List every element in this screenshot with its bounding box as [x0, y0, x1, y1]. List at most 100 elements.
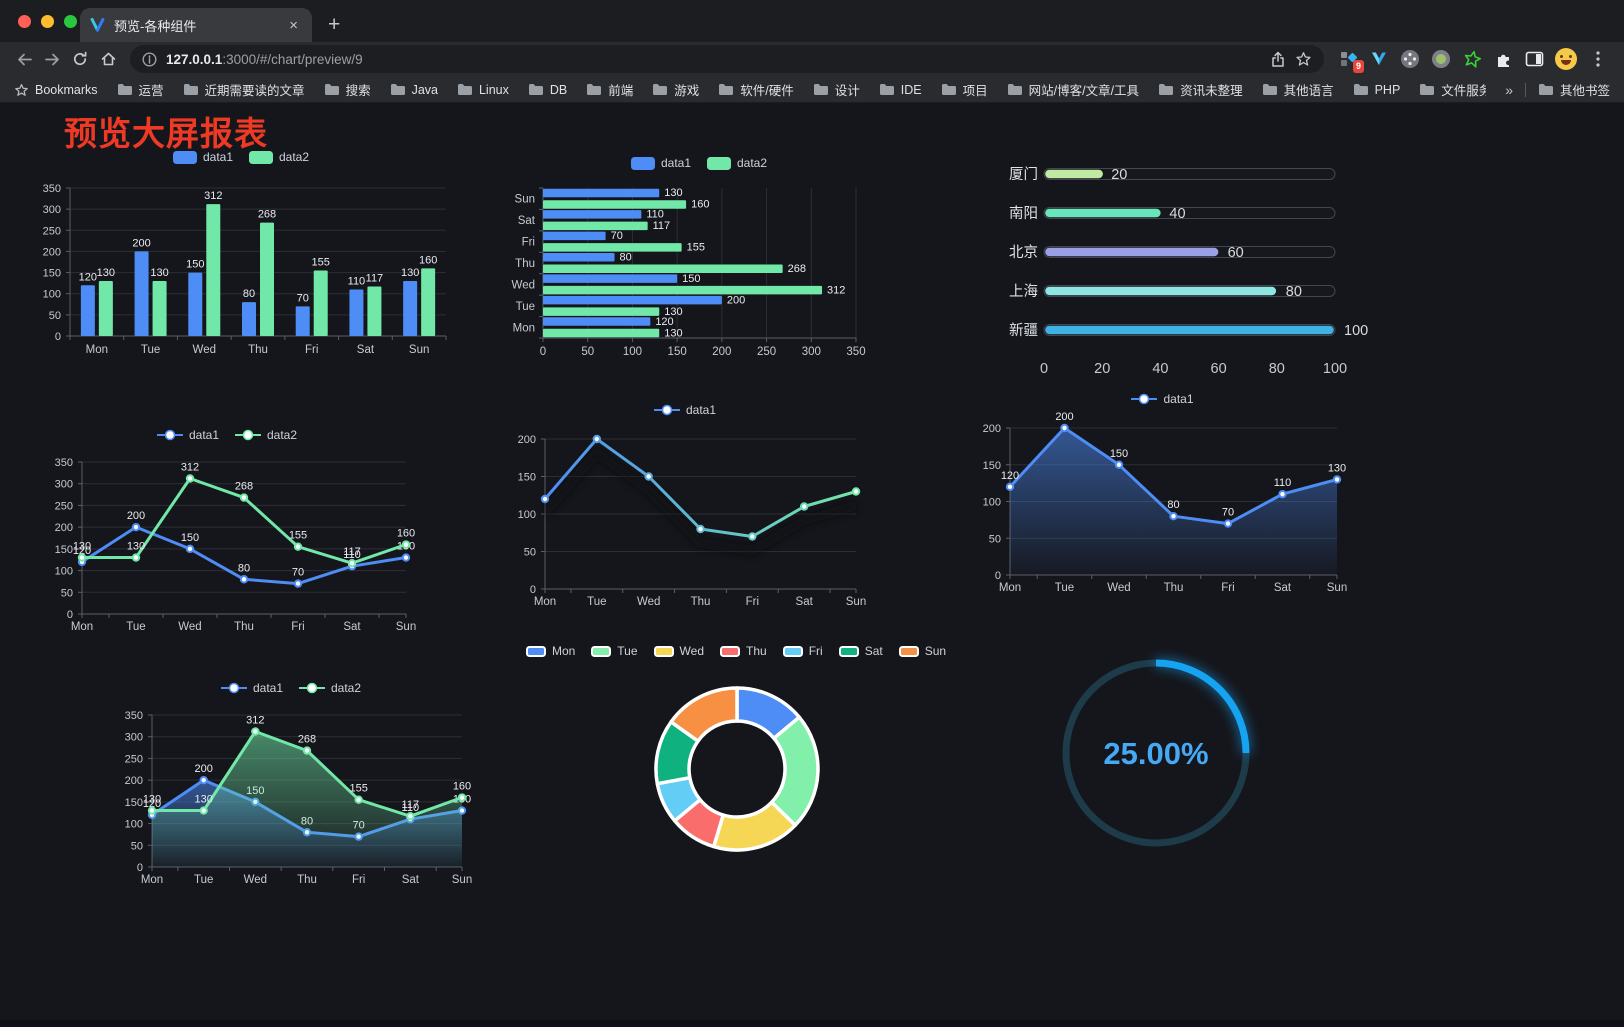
- vue-devtools-icon[interactable]: [1369, 49, 1389, 69]
- folder-icon: [183, 84, 198, 95]
- bookmark-star-icon[interactable]: [1295, 51, 1312, 67]
- svg-text:Fri: Fri: [1221, 582, 1234, 594]
- svg-text:Wed: Wed: [1107, 582, 1130, 594]
- bookmark-folder[interactable]: DB: [528, 83, 567, 97]
- ext-recorder-icon[interactable]: [1431, 49, 1451, 69]
- bookmark-folder[interactable]: 软件/硬件: [718, 80, 794, 99]
- chart-legend: data1 data2: [104, 678, 478, 698]
- legend-item[interactable]: Wed: [653, 644, 704, 658]
- bookmark-folder[interactable]: 项目: [941, 80, 988, 99]
- folder-icon: [1538, 84, 1553, 95]
- window-zoom-button[interactable]: [64, 15, 77, 28]
- svg-text:0: 0: [530, 584, 536, 596]
- svg-text:150: 150: [518, 472, 536, 484]
- legend-item[interactable]: data1: [220, 681, 283, 695]
- ext-star-icon[interactable]: [1462, 49, 1482, 69]
- svg-text:Thu: Thu: [297, 874, 317, 886]
- bookmark-folder[interactable]: 资讯未整理: [1158, 80, 1243, 99]
- folder-icon: [1353, 84, 1368, 95]
- browser-tab[interactable]: 预览-各种组件 ×: [80, 8, 312, 42]
- other-bookmarks[interactable]: 其他书签: [1538, 80, 1610, 99]
- profile-avatar[interactable]: [1555, 48, 1577, 70]
- new-tab-button[interactable]: +: [328, 13, 341, 36]
- url-bar[interactable]: 127.0.0.1:3000/#/chart/preview/9: [130, 45, 1324, 73]
- legend-item[interactable]: data2: [299, 681, 361, 695]
- bookmark-folder[interactable]: Linux: [457, 83, 509, 97]
- legend-item[interactable]: data1: [630, 156, 691, 170]
- reload-button[interactable]: [66, 45, 94, 73]
- svg-text:110: 110: [402, 802, 420, 814]
- extensions-puzzle-icon[interactable]: [1493, 49, 1513, 69]
- legend-item[interactable]: Sat: [838, 644, 883, 658]
- bookmark-folder[interactable]: 前端: [586, 80, 633, 99]
- svg-text:Tue: Tue: [1055, 582, 1074, 594]
- bookmark-folder[interactable]: 搜索: [324, 80, 371, 99]
- bookmark-folder[interactable]: 其他语言: [1262, 80, 1334, 99]
- legend-item[interactable]: data1: [1131, 392, 1194, 406]
- home-button[interactable]: [94, 45, 122, 73]
- svg-text:350: 350: [125, 710, 143, 722]
- window-minimize-button[interactable]: [41, 15, 54, 28]
- legend-item[interactable]: Mon: [525, 644, 575, 658]
- svg-text:80: 80: [243, 288, 255, 300]
- bookmark-folder[interactable]: Java: [390, 83, 438, 97]
- svg-text:100: 100: [125, 819, 143, 831]
- side-panel-icon[interactable]: [1524, 49, 1544, 69]
- svg-text:Mon: Mon: [86, 344, 108, 356]
- bookmarks-overflow-chevron[interactable]: »: [1505, 81, 1513, 98]
- legend-item[interactable]: data1: [172, 150, 233, 164]
- svg-text:312: 312: [827, 284, 845, 296]
- share-icon[interactable]: [1270, 51, 1286, 68]
- legend-item[interactable]: Tue: [591, 644, 638, 658]
- chart-legend: data1: [500, 400, 870, 420]
- legend-item[interactable]: data2: [707, 156, 767, 170]
- tab-close-icon[interactable]: ×: [289, 16, 298, 34]
- legend-item[interactable]: data1: [156, 428, 219, 442]
- svg-text:70: 70: [292, 567, 304, 579]
- legend-item[interactable]: data2: [235, 428, 297, 442]
- ext-grid-icon[interactable]: 9: [1338, 49, 1364, 73]
- bookmark-folder[interactable]: 近期需要读的文章: [183, 80, 305, 99]
- ext-gray-circle-icon[interactable]: [1400, 49, 1420, 69]
- svg-text:117: 117: [402, 799, 420, 811]
- svg-text:Fri: Fri: [291, 621, 304, 633]
- folder-icon: [1007, 84, 1022, 95]
- legend-item[interactable]: data1: [653, 403, 716, 417]
- bookmark-folder[interactable]: 运营: [117, 80, 164, 99]
- svg-text:Sat: Sat: [343, 621, 361, 633]
- svg-text:160: 160: [453, 781, 471, 793]
- progress-bars-chart: 厦门 20 南阳 40 北京 60 上海 80 新疆 100 0 20 40 60 80 100: [993, 155, 1375, 385]
- svg-text:Wed: Wed: [193, 344, 216, 356]
- forward-button[interactable]: [38, 45, 66, 73]
- svg-text:130: 130: [150, 267, 168, 279]
- bookmark-folder[interactable]: 游戏: [652, 80, 699, 99]
- legend-item[interactable]: Sun: [898, 644, 946, 658]
- folder-icon: [879, 84, 894, 95]
- window-close-button[interactable]: [18, 15, 31, 28]
- page-bottom-strip: [0, 1020, 1624, 1027]
- bookmark-folder[interactable]: PHP: [1353, 83, 1400, 97]
- bookmark-folder[interactable]: IDE: [879, 83, 922, 97]
- bookmarks-manager[interactable]: Bookmarks: [14, 83, 98, 97]
- svg-text:312: 312: [246, 715, 264, 727]
- legend-item[interactable]: data2: [249, 150, 309, 164]
- svg-text:Wed: Wed: [512, 279, 535, 291]
- bookmark-folder[interactable]: 文件服务器: [1419, 80, 1486, 99]
- svg-text:130: 130: [1328, 462, 1346, 474]
- legend-item[interactable]: Thu: [720, 644, 767, 658]
- chart-legend: data1 data2: [500, 153, 898, 173]
- svg-text:Tue: Tue: [126, 621, 145, 633]
- menu-kebab-icon[interactable]: [1588, 49, 1608, 69]
- svg-text:70: 70: [611, 230, 623, 242]
- site-info-icon[interactable]: [142, 51, 157, 67]
- traffic-lights: [18, 15, 77, 28]
- svg-text:40: 40: [1152, 361, 1168, 377]
- back-button[interactable]: [10, 45, 38, 73]
- svg-text:312: 312: [181, 462, 199, 474]
- bookmark-folder[interactable]: 网站/博客/文章/工具: [1007, 80, 1139, 99]
- page-title: 预览大屏报表: [64, 115, 268, 152]
- bookmark-folder[interactable]: 设计: [813, 80, 860, 99]
- horizontal-bar-chart: data1 data2 0 50 100 150 200 250 300 350 Sun 130 160…: [500, 153, 898, 365]
- legend-item[interactable]: Fri: [782, 644, 823, 658]
- svg-text:50: 50: [131, 840, 143, 852]
